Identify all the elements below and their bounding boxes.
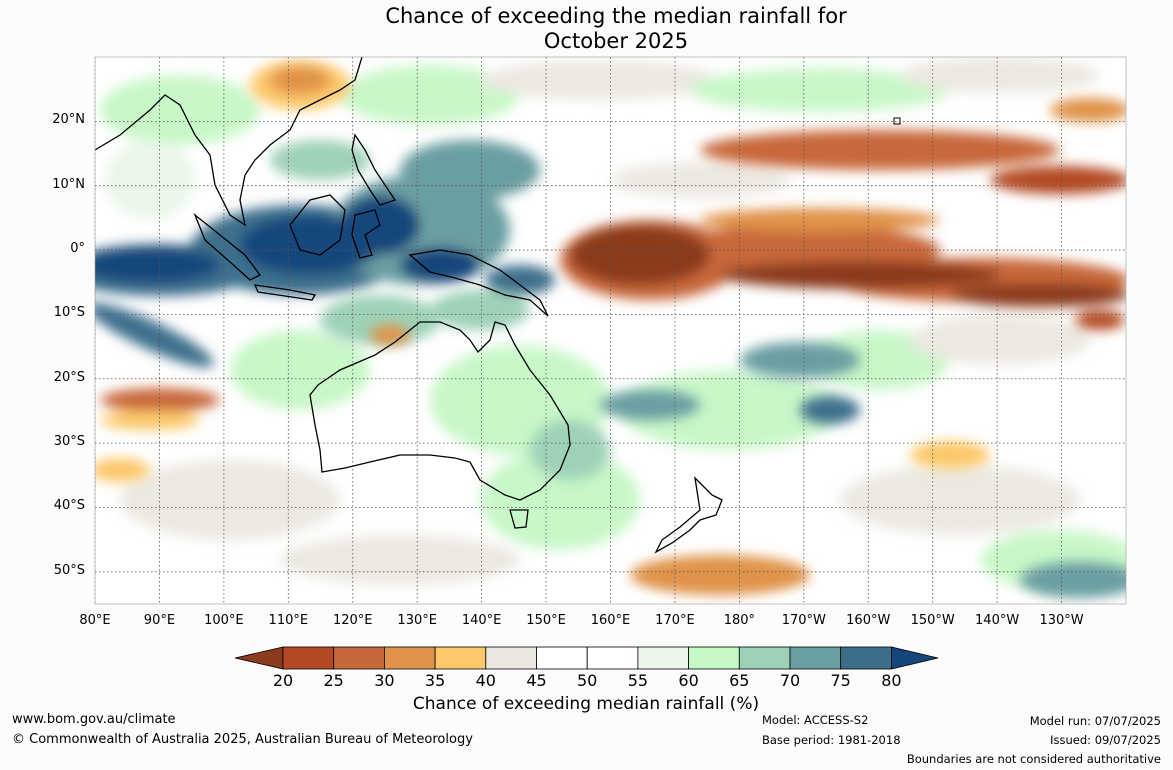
colorbar-tick-label: 50 — [577, 671, 598, 690]
base-period: Base period: 1981-2018 — [762, 733, 901, 747]
x-axis-label: 120°E — [332, 613, 373, 628]
colorbar-segment — [485, 646, 537, 670]
model-run-date: Model run: 07/07/2025 — [1029, 714, 1161, 728]
copyright-text: © Commonwealth of Australia 2025, Austra… — [12, 732, 473, 747]
colorbar-title: Chance of exceeding median rainfall (%) — [412, 694, 760, 714]
colorbar-segment — [789, 646, 842, 670]
colorbar-tick-label: 35 — [424, 671, 446, 690]
colorbar-upper-extension — [891, 646, 939, 670]
australia-coastline — [309, 321, 571, 501]
new-guinea-coastline — [408, 249, 549, 317]
boundaries-disclaimer: Boundaries are not considered authoritat… — [906, 752, 1161, 766]
graticule — [95, 57, 1126, 604]
map-frame — [94, 56, 1127, 605]
y-axis-label: 50°S — [53, 562, 85, 578]
x-axis-label: 160°E — [590, 613, 631, 628]
y-axis-label: 10°S — [53, 305, 85, 321]
y-axis-label: 10°N — [52, 176, 85, 192]
new-zealand-coastline — [654, 476, 723, 554]
colorbar-segment — [434, 646, 487, 670]
rainfall-map — [94, 56, 1127, 670]
y-axis-label: 30°S — [53, 434, 85, 450]
java-coastline — [253, 284, 317, 301]
colorbar-tick-label: 60 — [678, 671, 699, 690]
colorbar-segment — [840, 646, 892, 670]
colorbar-tick-label: 30 — [374, 671, 395, 690]
map-title: Chance of exceeding the median rainfall … — [0, 4, 1173, 54]
colorbar-segment — [637, 646, 690, 670]
hawaii-outline — [893, 117, 901, 125]
y-axis-label: 20°N — [52, 112, 85, 128]
x-axis-label: 90°E — [143, 613, 176, 628]
x-axis-label: 140°W — [975, 613, 1020, 628]
sulawesi-coastline — [351, 209, 381, 259]
coastlines — [95, 57, 723, 554]
x-axis-label: 130°W — [1039, 613, 1084, 628]
colorbar-tick-label: 70 — [779, 671, 801, 690]
colorbar — [234, 646, 939, 670]
colorbar-segment — [738, 646, 791, 670]
x-axis-label: 170°W — [781, 613, 826, 628]
sumatra-coastline — [193, 212, 261, 281]
asia-mainland-coastline — [95, 57, 363, 227]
colorbar-segment — [333, 646, 385, 670]
title-line-1: Chance of exceeding the median rainfall … — [385, 4, 847, 28]
probability-field — [95, 57, 1126, 604]
x-axis-label: 150°W — [910, 613, 955, 628]
x-axis-label: 80°E — [79, 613, 111, 628]
philippines-coastline — [351, 133, 397, 206]
x-axis-label: 170°E — [655, 613, 695, 628]
colorbar-tick-label: 65 — [729, 671, 750, 690]
colorbar-segment — [536, 646, 588, 670]
colorbar-segment — [586, 646, 639, 670]
x-axis-label: 150°E — [526, 613, 566, 628]
y-axis-label: 40°S — [53, 498, 85, 514]
x-axis-label: 100°E — [204, 613, 244, 628]
x-axis-label: 110°E — [268, 613, 309, 628]
colorbar-lower-extension — [234, 646, 284, 670]
colorbar-segment — [383, 646, 436, 670]
colorbar-segment — [688, 646, 740, 670]
colorbar-tick-label: 40 — [475, 671, 496, 690]
tasmania-coastline — [509, 509, 529, 529]
y-axis-label: 0° — [70, 241, 85, 257]
title-line-2: October 2025 — [543, 29, 689, 53]
model-name: Model: ACCESS-S2 — [762, 713, 869, 727]
colorbar-tick-label: 20 — [272, 671, 294, 690]
website-link[interactable]: www.bom.gov.au/climate — [12, 712, 176, 727]
issued-date: Issued: 09/07/2025 — [1050, 733, 1161, 747]
colorbar-tick-label: 45 — [526, 671, 547, 690]
y-axis-label: 20°S — [53, 369, 85, 385]
colorbar-tick-label: 25 — [323, 671, 344, 690]
borneo-coastline — [289, 194, 346, 256]
colorbar-segment — [282, 646, 335, 670]
colorbar-tick-label: 55 — [627, 671, 649, 690]
x-axis-label: 180° — [723, 613, 756, 628]
colorbar-tick-label: 75 — [830, 671, 851, 690]
x-axis-label: 140°E — [461, 613, 502, 628]
x-axis-label: 160°W — [846, 613, 891, 628]
colorbar-tick-label: 80 — [881, 671, 902, 690]
x-axis-label: 130°E — [397, 613, 437, 628]
